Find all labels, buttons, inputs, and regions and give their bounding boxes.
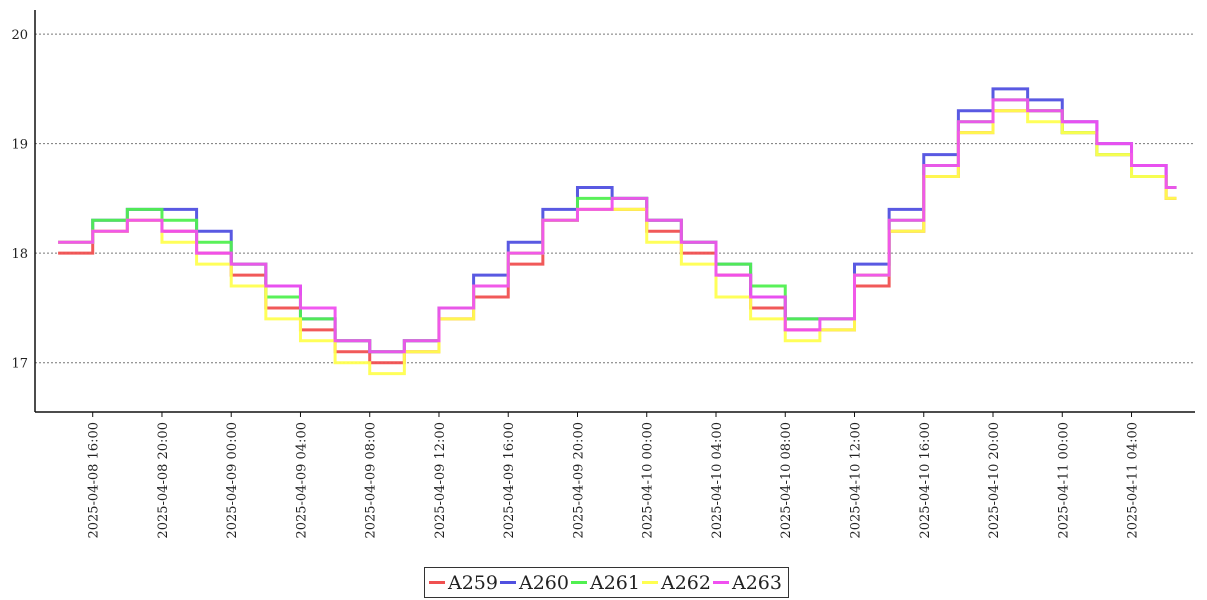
x-tick-label: 2025-04-09 20:00 bbox=[571, 422, 586, 539]
legend-label: A263 bbox=[732, 571, 782, 594]
legend-item-A260: A260 bbox=[500, 572, 569, 594]
x-tick-label: 2025-04-10 00:00 bbox=[641, 422, 656, 539]
legend-item-A259: A259 bbox=[429, 572, 498, 594]
x-tick-labels: 2025-04-08 16:00 2025-04-08 20:00 2025-04-… bbox=[87, 412, 1141, 539]
x-tick-label: 2025-04-09 16:00 bbox=[502, 422, 517, 539]
y-tick-label: 19 bbox=[11, 138, 28, 153]
legend-item-A261: A261 bbox=[571, 572, 640, 594]
legend-swatch bbox=[642, 581, 658, 584]
y-tick-label: 17 bbox=[11, 357, 28, 372]
legend-swatch bbox=[429, 581, 445, 584]
legend-label: A261 bbox=[590, 571, 640, 594]
series-line-A261 bbox=[58, 98, 1177, 354]
series-line-A259 bbox=[58, 109, 1177, 365]
legend-label: A259 bbox=[448, 571, 498, 594]
step-line-chart: 17 18 19 20 2025-04-08 16:00 2025-04-08 20:0… bbox=[11, 10, 1195, 539]
legend-swatch bbox=[571, 581, 587, 584]
legend-item-A262: A262 bbox=[642, 572, 711, 594]
series-line-A263 bbox=[58, 98, 1177, 354]
x-tick-label: 2025-04-08 20:00 bbox=[156, 422, 171, 539]
series-line-A260 bbox=[58, 87, 1177, 354]
y-tick-labels: 17 18 19 20 bbox=[11, 28, 28, 372]
x-tick-label: 2025-04-11 00:00 bbox=[1056, 422, 1071, 539]
x-tick-label: 2025-04-10 04:00 bbox=[710, 422, 725, 539]
x-tick-label: 2025-04-09 12:00 bbox=[433, 422, 448, 539]
y-tick-label: 18 bbox=[11, 247, 28, 262]
legend-swatch bbox=[713, 581, 729, 584]
series-lines bbox=[58, 87, 1177, 376]
x-tick-label: 2025-04-10 12:00 bbox=[849, 422, 864, 539]
x-tick-label: 2025-04-09 00:00 bbox=[225, 422, 240, 539]
x-tick-label: 2025-04-10 08:00 bbox=[779, 422, 794, 539]
x-tick-label: 2025-04-09 04:00 bbox=[294, 422, 309, 539]
y-tick-label: 20 bbox=[11, 28, 28, 43]
chart-legend: A259 A260 A261 A262 A263 bbox=[424, 567, 789, 598]
legend-label: A260 bbox=[519, 571, 569, 594]
x-tick-label: 2025-04-08 16:00 bbox=[87, 422, 102, 539]
x-tick-label: 2025-04-10 16:00 bbox=[918, 422, 933, 539]
legend-swatch bbox=[500, 581, 516, 584]
x-tick-label: 2025-04-11 04:00 bbox=[1126, 422, 1141, 539]
x-tick-label: 2025-04-10 20:00 bbox=[987, 422, 1002, 539]
x-tick-label: 2025-04-09 08:00 bbox=[364, 422, 379, 539]
axes bbox=[34, 10, 1195, 413]
legend-item-A263: A263 bbox=[713, 572, 782, 594]
legend-label: A262 bbox=[661, 571, 711, 594]
